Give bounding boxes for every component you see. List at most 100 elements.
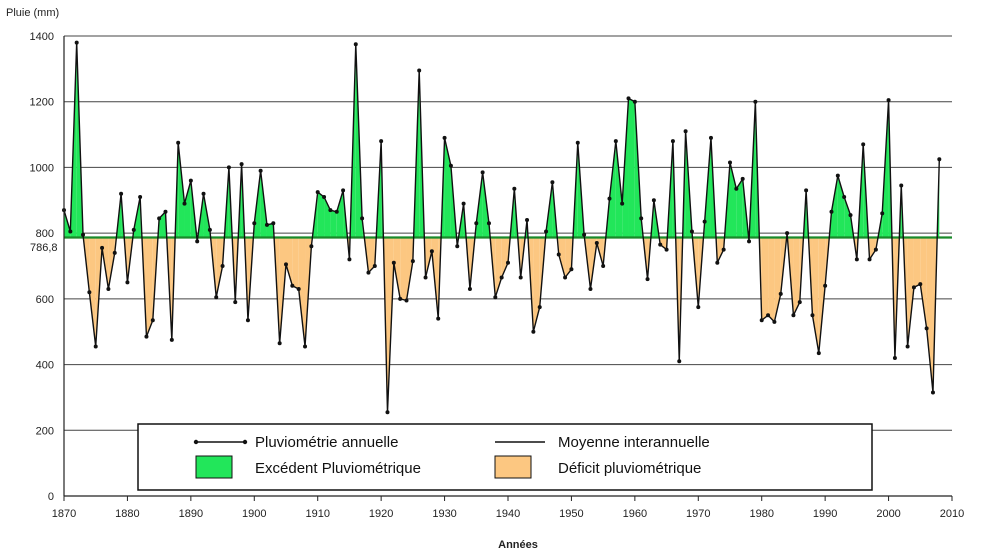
data-point	[563, 275, 568, 280]
data-point	[277, 341, 282, 346]
data-point	[68, 229, 73, 234]
data-point	[474, 221, 479, 226]
data-point	[677, 359, 682, 364]
data-point	[144, 334, 149, 339]
data-point	[74, 40, 79, 45]
data-point	[499, 275, 504, 280]
y-axis-title: Pluie (mm)	[6, 7, 59, 19]
axes	[63, 36, 953, 501]
data-point	[696, 305, 701, 310]
area-segment	[146, 237, 153, 337]
data-point	[728, 160, 732, 165]
x-tick-label: 1880	[115, 508, 139, 520]
data-point	[734, 186, 739, 191]
data-point	[892, 356, 897, 360]
annual-rainfall-series	[62, 40, 942, 415]
data-point	[804, 188, 809, 193]
data-point	[182, 201, 187, 206]
data-point	[835, 173, 840, 178]
data-point	[176, 140, 181, 145]
data-point	[607, 196, 612, 201]
data-point	[417, 68, 422, 73]
x-tick-label: 2010	[940, 508, 964, 520]
data-point	[372, 264, 377, 268]
data-point	[601, 264, 606, 268]
data-point	[689, 229, 694, 234]
data-point	[423, 275, 428, 280]
data-point	[188, 178, 193, 183]
data-point	[264, 222, 269, 227]
area-segment	[400, 237, 407, 301]
area-segment	[831, 175, 838, 238]
area-segment	[425, 237, 432, 278]
data-point	[829, 209, 834, 214]
data-point	[556, 252, 561, 257]
area-segment	[178, 142, 185, 238]
data-point	[708, 135, 713, 140]
area-segment	[393, 237, 401, 299]
legend-excess-label: Excédent Pluviométrique	[255, 460, 421, 477]
data-point	[518, 275, 523, 280]
area-segment	[558, 237, 566, 278]
data-point	[385, 410, 390, 415]
data-point	[930, 390, 935, 395]
data-point	[131, 227, 136, 232]
data-point	[854, 257, 859, 262]
data-point	[296, 287, 301, 291]
data-point	[544, 229, 549, 234]
data-point	[550, 180, 555, 185]
data-point	[328, 208, 333, 213]
area-segment	[926, 237, 933, 393]
data-point	[341, 188, 346, 193]
data-point	[785, 231, 790, 236]
y-tick-label: 400	[36, 360, 54, 372]
data-point	[106, 287, 111, 291]
data-point	[632, 99, 637, 104]
x-tick-label: 1930	[432, 508, 456, 520]
x-tick-label: 1920	[369, 508, 393, 520]
data-point	[480, 170, 485, 175]
area-segment	[266, 223, 274, 238]
data-point	[125, 280, 130, 285]
data-point	[252, 221, 257, 226]
mean-value-label: 786,8	[30, 242, 58, 254]
data-point	[651, 198, 656, 203]
data-point	[759, 318, 764, 323]
data-point	[886, 98, 891, 103]
legend-mean-label: Moyenne interannuelle	[558, 434, 710, 451]
data-point	[512, 186, 517, 191]
data-point	[823, 283, 828, 288]
data-point	[220, 264, 225, 268]
area-segment	[913, 237, 921, 288]
area-segment	[501, 237, 508, 278]
data-point	[626, 96, 631, 101]
data-point	[334, 209, 339, 214]
data-point	[531, 329, 536, 334]
data-point	[658, 242, 663, 247]
data-point	[645, 277, 650, 282]
area-segment	[184, 180, 191, 238]
x-tick-label: 1980	[749, 508, 773, 520]
data-point	[594, 241, 599, 245]
area-segment	[717, 237, 724, 263]
data-point	[537, 305, 542, 310]
data-point	[404, 298, 409, 303]
x-tick-label: 1940	[496, 508, 520, 520]
area-segment	[736, 178, 743, 238]
data-point	[379, 139, 384, 144]
area-segment	[317, 192, 325, 238]
data-point	[911, 285, 916, 290]
data-point	[683, 129, 688, 134]
area-segment	[628, 98, 635, 238]
area-segment	[292, 237, 299, 289]
legend-annual-marker-left	[193, 439, 199, 445]
data-point	[245, 318, 250, 323]
area-segment	[368, 237, 375, 273]
y-tick-label: 600	[36, 294, 54, 306]
x-tick-label: 1870	[52, 508, 76, 520]
area-segment	[286, 237, 293, 286]
area-segment	[444, 137, 451, 238]
data-point	[861, 142, 866, 147]
data-point	[575, 140, 580, 145]
